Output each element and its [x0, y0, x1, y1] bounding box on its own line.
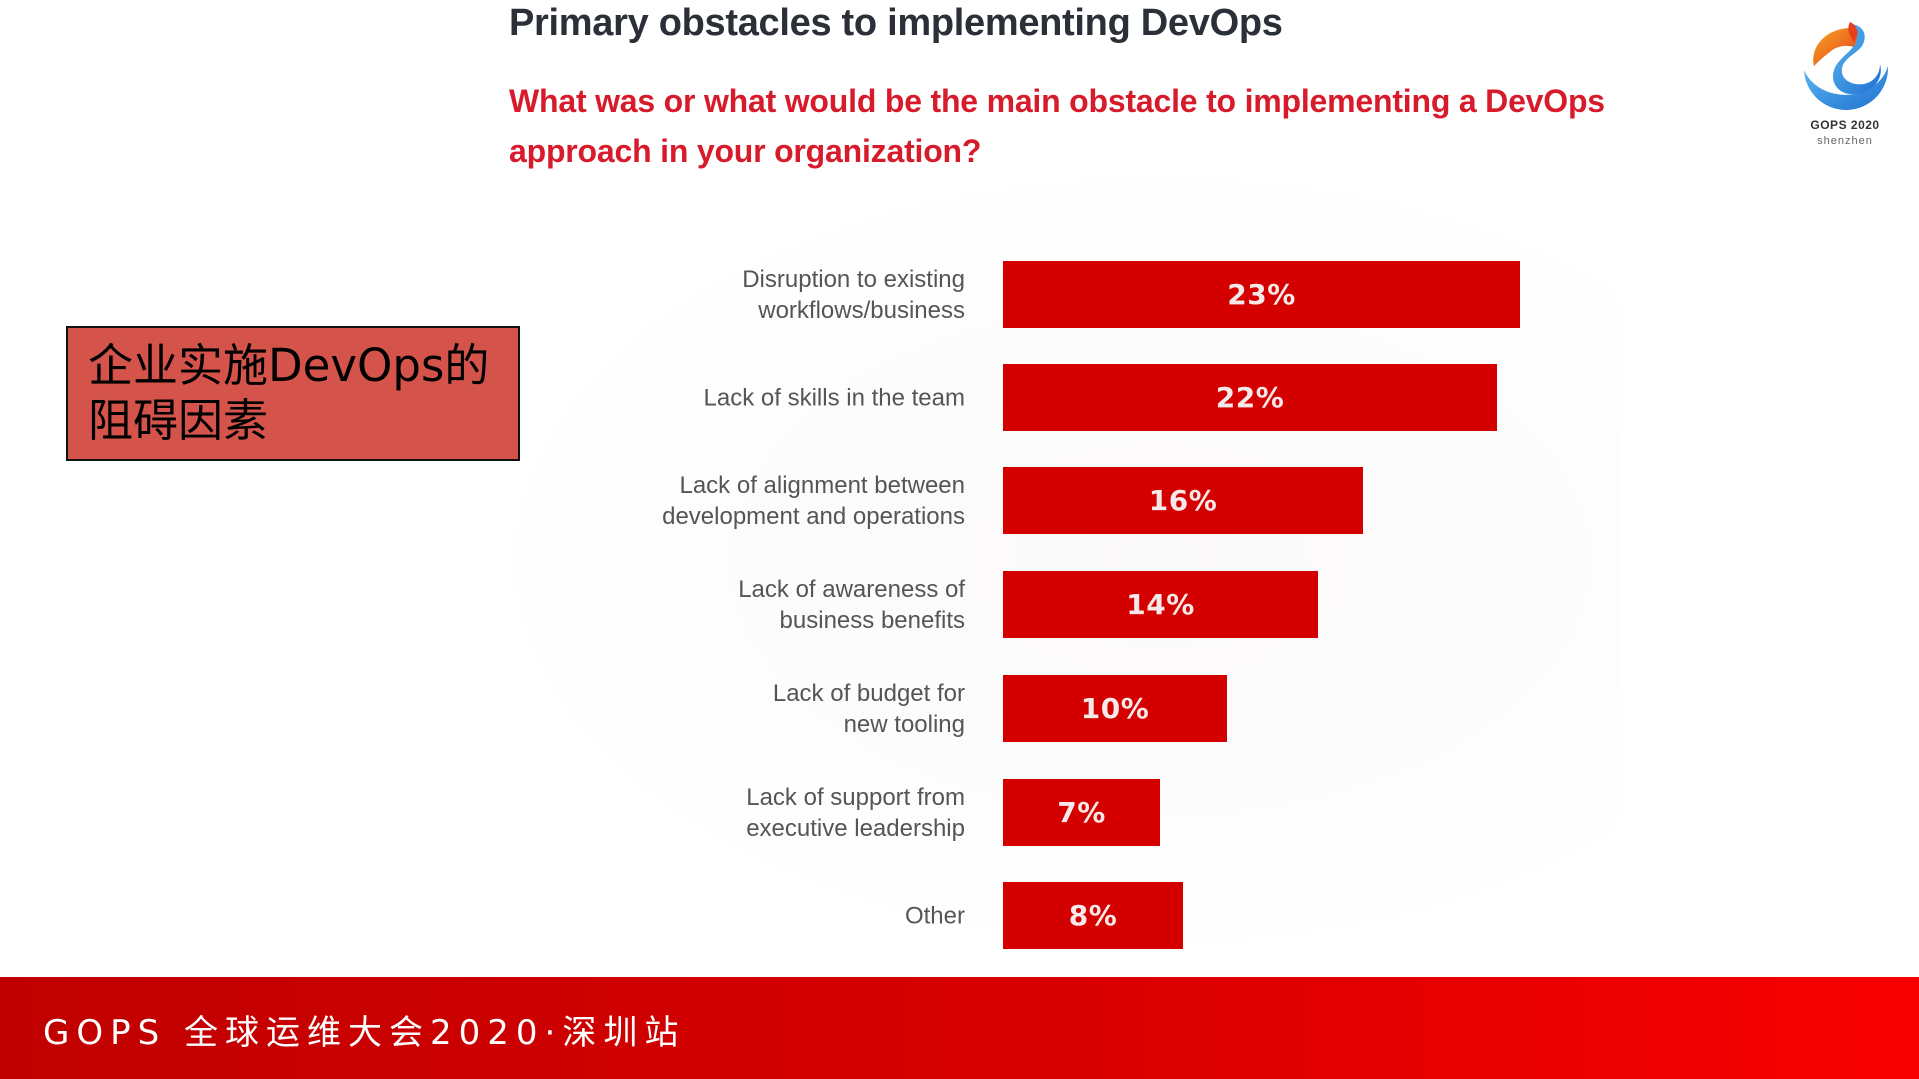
bar-value: 14% [1126, 588, 1195, 621]
callout-line-2: 阻碍因素 [88, 394, 269, 447]
bar: 23% [1003, 261, 1520, 328]
footer-banner: GOPS 全球运维大会2020·深圳站 [0, 977, 1919, 1079]
bar: 7% [1003, 779, 1160, 846]
bar-label: Lack of support from executive leadershi… [746, 783, 965, 842]
gops-flame-logo-icon [1804, 22, 1889, 111]
chart-subtitle: What was or what would be the main obsta… [509, 83, 1605, 169]
bar-row: Disruption to existing workflows/busines… [0, 261, 1919, 328]
bar-value: 16% [1148, 484, 1218, 517]
bar: 10% [1003, 675, 1227, 742]
bar-value: 8% [1068, 899, 1118, 932]
bar-value: 23% [1227, 278, 1296, 311]
callout-text: 企业实施DevOps的 阻碍因素 [88, 338, 528, 448]
bar-value: 22% [1215, 381, 1285, 414]
bar-label: Lack of awareness of business benefits [738, 575, 965, 634]
bar-row: Lack of alignment between development an… [0, 467, 1919, 534]
bar: 14% [1003, 571, 1318, 638]
bar-label: Lack of budget for new tooling [772, 679, 965, 738]
bar-value: 10% [1080, 692, 1150, 725]
bar-label: Lack of alignment between development an… [662, 471, 965, 530]
bar-row: Lack of support from executive leadershi… [0, 779, 1919, 846]
bar-label: Disruption to existing workflows/busines… [742, 265, 965, 324]
chart-title: Primary obstacles to implementing DevOps [509, 2, 1283, 44]
bar-label: Other [904, 902, 965, 929]
bar-value: 7% [1057, 796, 1106, 829]
bar-row: Lack of skills in the team 22% [0, 364, 1919, 431]
callout-box: 企业实施DevOps的 阻碍因素 [66, 326, 520, 461]
bar-row: Other 8% [0, 882, 1919, 949]
bar: 8% [1003, 882, 1183, 949]
bar: 16% [1003, 467, 1363, 534]
logo-text-gops-2020: GOPS 2020 [1810, 118, 1880, 132]
bar-label: Lack of skills in the team [703, 384, 965, 411]
bar-chart: Disruption to existing workflows/busines… [0, 261, 1919, 949]
footer-banner-text: GOPS 全球运维大会2020·深圳站 [43, 1013, 686, 1053]
bar-row: Lack of awareness of business benefits 1… [0, 571, 1919, 638]
gops-logo: GOPS 2020 shenzhen [1790, 18, 1900, 158]
callout-line-1: 企业实施DevOps的 [88, 339, 490, 392]
bar: 22% [1003, 364, 1497, 431]
bar-row: Lack of budget for new tooling 10% [0, 675, 1919, 742]
logo-text-shenzhen: shenzhen [1817, 135, 1873, 147]
